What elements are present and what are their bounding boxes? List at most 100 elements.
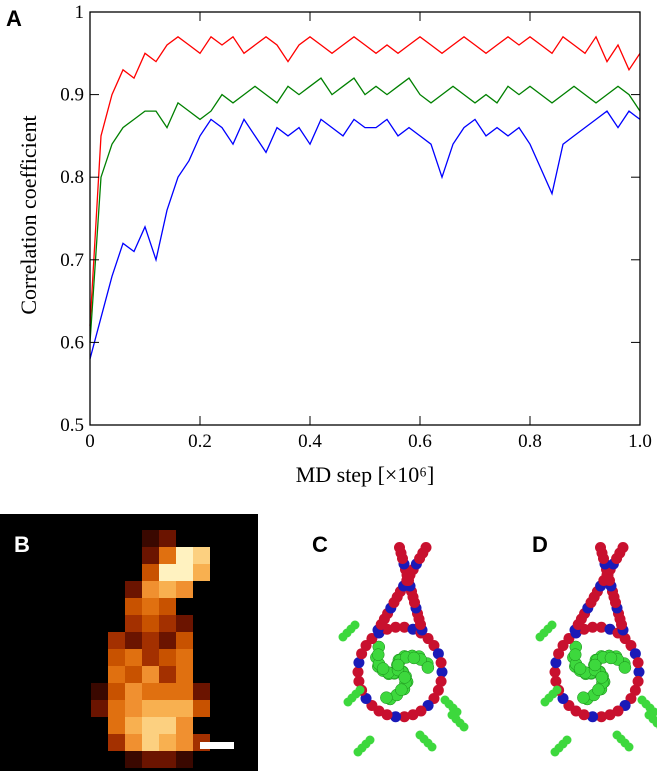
heatmap-pixel: [142, 683, 159, 700]
heatmap-pixel: [176, 564, 193, 581]
heatmap-pixel: [176, 649, 193, 666]
histone-bead: [407, 651, 421, 665]
x-tick-label: 0.4: [298, 431, 322, 452]
histone-tail: [550, 747, 560, 757]
heatmap-pixel: [159, 564, 176, 581]
heatmap-pixel: [125, 598, 142, 615]
dna-bead: [595, 621, 607, 633]
heatmap-pixel: [125, 717, 142, 734]
x-tick-label: 0: [85, 431, 95, 452]
heatmap-pixel: [159, 649, 176, 666]
data-line: [89, 110, 641, 360]
histone-tail: [540, 697, 550, 707]
heatmap-pixel: [142, 615, 159, 632]
heatmap-pixel: [142, 649, 159, 666]
heatmap-pixel: [108, 632, 125, 649]
heatmap-pixel: [176, 615, 193, 632]
histone-bead: [604, 651, 618, 665]
heatmap-pixel: [142, 564, 159, 581]
panel-label: A: [6, 6, 22, 31]
heatmap-pixel: [125, 615, 142, 632]
heatmap-pixel: [142, 547, 159, 564]
heatmap-pixel: [159, 547, 176, 564]
heatmap-pixel: [108, 649, 125, 666]
y-tick-label: 0.9: [60, 85, 84, 106]
dna-bead: [595, 542, 606, 553]
y-tick-label: 0.5: [60, 415, 84, 436]
plot-frame: [89, 11, 641, 426]
heatmap-pixel: [176, 734, 193, 751]
heatmap-pixel: [193, 683, 210, 700]
dna-bead: [394, 542, 405, 553]
heatmap-pixel: [193, 564, 210, 581]
dna-bead: [587, 711, 599, 723]
histone-tail: [535, 632, 545, 642]
heatmap-pixel: [91, 683, 108, 700]
heatmap-pixel: [159, 615, 176, 632]
heatmap-pixel: [142, 734, 159, 751]
histone-bead: [380, 691, 393, 704]
heatmap-pixel: [108, 666, 125, 683]
data-line: [89, 35, 641, 326]
heatmap-pixel: [142, 666, 159, 683]
heatmap-pixel: [176, 751, 193, 768]
histone-tail: [459, 722, 469, 732]
histone-tail: [652, 718, 657, 728]
heatmap-pixel: [159, 598, 176, 615]
dna-bead: [632, 657, 644, 669]
scale-bar: [200, 742, 234, 749]
histone-tail: [624, 742, 634, 752]
dna-bead: [633, 666, 645, 678]
histone-bead: [588, 658, 602, 672]
dna-bead: [432, 648, 444, 660]
heatmap-pixel: [125, 581, 142, 598]
heatmap-pixel: [142, 751, 159, 768]
histone-bead: [577, 691, 590, 704]
y-tick-label: 1: [75, 2, 85, 23]
histone-tail: [353, 747, 363, 757]
dna-bead: [557, 692, 569, 704]
dna-bead: [587, 621, 599, 633]
heatmap-pixel: [125, 700, 142, 717]
heatmap-pixel: [142, 598, 159, 615]
dna-bead: [360, 692, 372, 704]
dna-bead: [625, 640, 637, 652]
dna-bead: [353, 675, 365, 687]
dna-bead: [428, 640, 440, 652]
histone-tail: [338, 632, 348, 642]
heatmap-pixel: [125, 666, 142, 683]
dna-bead: [352, 666, 364, 678]
molecule-images: [338, 542, 657, 757]
y-tick-label: 0.8: [60, 167, 84, 188]
histone-bead: [398, 671, 411, 684]
heatmap-pixel: [176, 547, 193, 564]
dna-bead: [353, 657, 365, 669]
dna-bead: [604, 709, 616, 721]
heatmap-pixel: [142, 717, 159, 734]
y-axis-label: Correlation coefficient: [16, 115, 41, 314]
heatmap-pixel: [159, 530, 176, 547]
y-tick-label: 0.6: [60, 332, 84, 353]
histone-bead: [569, 648, 582, 661]
heatmap-pixel: [176, 717, 193, 734]
heatmap-pixel: [125, 751, 142, 768]
panel-label: B: [14, 532, 30, 557]
x-tick-label: 0.8: [518, 431, 542, 452]
histone-tail: [343, 697, 353, 707]
histone-bead: [592, 683, 605, 696]
heatmap-pixel: [142, 530, 159, 547]
heatmap-pixel: [142, 632, 159, 649]
dna-bead: [550, 657, 562, 669]
dna-bead: [420, 542, 432, 553]
dna-bead: [549, 666, 561, 678]
heatmap-pixel: [159, 751, 176, 768]
dna-bead: [435, 675, 447, 687]
histone-tail: [427, 742, 437, 752]
x-tick-label: 0.2: [188, 431, 212, 452]
histone-bead: [618, 661, 632, 674]
histone-bead: [391, 658, 405, 672]
heatmap-pixel: [176, 700, 193, 717]
dna-bead: [432, 684, 444, 696]
dna-bead: [595, 711, 607, 723]
